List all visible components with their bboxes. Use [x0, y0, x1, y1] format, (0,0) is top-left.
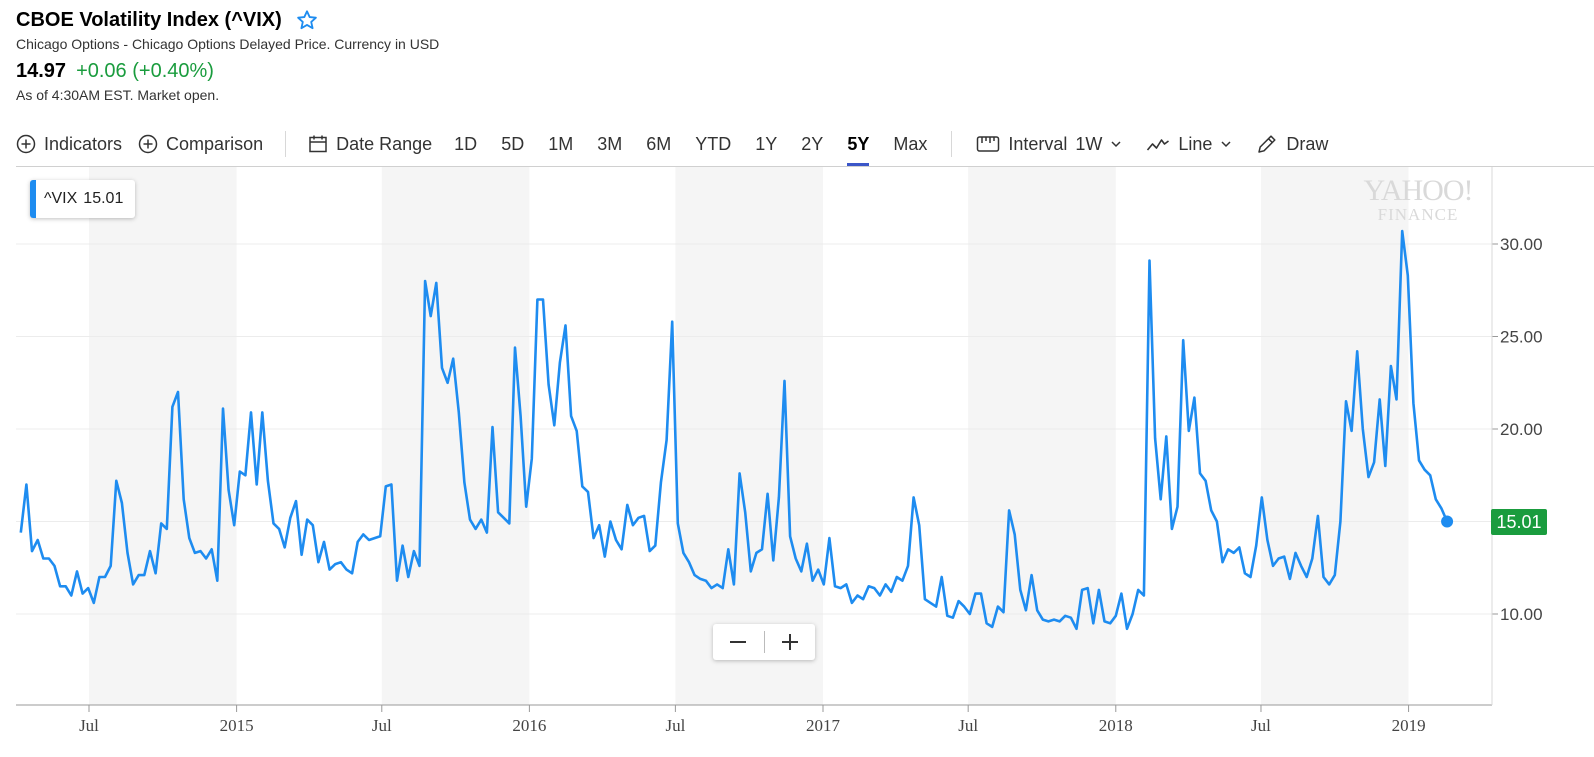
- zoom-controls: [713, 624, 815, 660]
- comparison-button[interactable]: Comparison: [138, 134, 263, 155]
- legend-value: 15.01: [83, 190, 124, 207]
- range-1d[interactable]: 1D: [454, 133, 478, 154]
- x-tick-label: 2015: [220, 716, 254, 735]
- star-icon[interactable]: [296, 9, 318, 31]
- last-point-marker: [1441, 515, 1454, 528]
- plus-circle-icon: [138, 134, 158, 154]
- last-price-badge: 15.01: [1491, 509, 1547, 535]
- y-tick-label: 25.00: [1500, 328, 1543, 347]
- chart-type-dropdown[interactable]: Line: [1146, 134, 1232, 155]
- quote-header: CBOE Volatility Index (^VIX) Chicago Opt…: [16, 6, 440, 104]
- legend-symbol: ^VIX: [44, 190, 78, 207]
- chart-type-label: Line: [1178, 133, 1213, 154]
- zoom-in-button[interactable]: [765, 624, 816, 660]
- x-tick-label: Jul: [665, 716, 685, 735]
- y-tick-label: 30.00: [1500, 235, 1543, 254]
- plus-circle-icon: [16, 134, 36, 154]
- range-1y[interactable]: 1Y: [755, 133, 778, 154]
- interval-dropdown[interactable]: Interval 1W: [976, 134, 1122, 155]
- comparison-label: Comparison: [166, 133, 264, 154]
- x-tick-label: Jul: [79, 716, 99, 735]
- shaded-period-band: [675, 167, 823, 705]
- x-tick-label: Jul: [372, 716, 392, 735]
- chart-toolbar: Indicators Comparison Date Range 1D 5D 1…: [16, 124, 1594, 167]
- line-chart-icon: [1147, 139, 1170, 151]
- ruler-icon: [977, 136, 1000, 152]
- range-3m[interactable]: 3M: [597, 133, 623, 154]
- chevron-down-icon: [1221, 141, 1231, 148]
- plus-icon: [781, 634, 798, 650]
- watermark-subtext: FINANCE: [1377, 205, 1459, 224]
- calendar-icon: [309, 135, 327, 153]
- y-tick-label: 10.00: [1500, 605, 1543, 624]
- x-tick-label: 2017: [806, 716, 841, 735]
- range-1m[interactable]: 1M: [548, 133, 574, 154]
- toolbar-border: [16, 166, 1594, 167]
- x-tick-label: Jul: [1251, 716, 1271, 735]
- x-tick-label: 2016: [512, 716, 546, 735]
- y-tick-label: 20.00: [1500, 420, 1543, 439]
- date-range-label: Date Range: [336, 133, 433, 154]
- x-tick-label: Jul: [958, 716, 978, 735]
- range-6m[interactable]: 6M: [646, 133, 672, 154]
- interval-value: 1W: [1075, 133, 1103, 154]
- range-max[interactable]: Max: [893, 133, 928, 154]
- chevron-down-icon: [1111, 141, 1121, 148]
- shaded-period-band: [381, 167, 530, 705]
- vix-series-line: [19, 229, 1449, 631]
- draw-button[interactable]: Draw: [1256, 133, 1328, 155]
- price-change: +0.06 (+0.40%): [76, 60, 214, 82]
- zoom-out-button[interactable]: [713, 624, 764, 660]
- series-legend[interactable]: ^VIX 15.01: [30, 180, 136, 218]
- range-ytd[interactable]: YTD: [695, 133, 732, 154]
- zoom-divider: [763, 631, 765, 653]
- draw-label: Draw: [1286, 133, 1329, 154]
- chart-area[interactable]: Jul 2015 Jul 2016 Jul 2017 Jul 2018 Jul 2019 10.0…: [0, 167, 1594, 757]
- range-5y[interactable]: 5Y: [847, 133, 870, 167]
- shaded-period-band: [88, 167, 237, 705]
- indicators-button[interactable]: Indicators: [16, 134, 122, 155]
- toolbar-divider: [951, 131, 953, 157]
- exchange-info: Chicago Options - Chicago Options Delaye…: [16, 36, 440, 52]
- interval-label: Interval: [1008, 133, 1068, 154]
- pencil-icon: [1258, 135, 1276, 153]
- current-price: 14.97: [16, 60, 67, 82]
- yahoo-finance-watermark: YAHOO! FINANCE: [1356, 174, 1480, 224]
- legend-color-swatch: [30, 180, 36, 218]
- x-tick-label: 2018: [1099, 716, 1133, 735]
- date-range-button[interactable]: Date Range: [308, 134, 432, 155]
- market-status: As of 4:30AM EST. Market open.: [16, 87, 220, 103]
- indicators-label: Indicators: [44, 133, 123, 154]
- watermark-logo: YAHOO!: [1363, 174, 1474, 207]
- range-5d[interactable]: 5D: [501, 133, 525, 154]
- x-tick-label: 2019: [1392, 716, 1426, 735]
- range-2y[interactable]: 2Y: [801, 133, 824, 154]
- page-title: CBOE Volatility Index (^VIX): [16, 8, 282, 31]
- minus-icon: [730, 641, 747, 643]
- toolbar-divider: [285, 131, 287, 157]
- price-chart[interactable]: Jul 2015 Jul 2016 Jul 2017 Jul 2018 Jul 2019 10.0…: [0, 167, 1594, 757]
